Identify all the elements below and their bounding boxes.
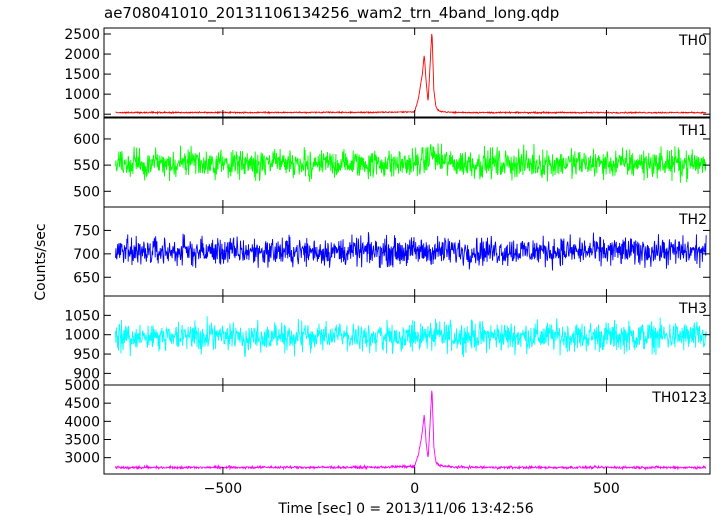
panel-frame [103,384,711,475]
y-tick-label: 950 [73,347,100,363]
panel-name: TH0 [678,33,707,49]
panel-th3: 900 950 1000 1050 TH3 [64,295,711,386]
y-tick-label: 700 [73,247,100,263]
panel-name: TH1 [678,123,707,139]
panel-th2: 650 700 750 TH2 [73,206,711,297]
y-tick-label: 1050 [64,308,100,324]
y-tick-label: 900 [73,366,100,382]
panel-th0123: 3000 3500 4000 4500 5000 TH0123 [64,378,711,475]
y-axis-label: Counts/sec [33,223,49,300]
y-tick-label: 650 [73,270,100,286]
series-trace-th0123 [115,390,707,471]
series-trace-th2 [115,232,707,271]
panels-layer: 500 1000 1500 2000 2500 TH0 500 550 600 TH1 650 700… [64,27,711,497]
y-tick-label: 600 [73,132,100,148]
y-tick-label: 3500 [64,432,100,448]
series-trace-th1 [115,143,707,183]
x-axis-label: Time [sec] 0 = 2013/11/06 13:42:56 [277,501,533,516]
y-tick-label: 4000 [64,414,100,430]
panel-th0: 500 1000 1500 2000 2500 TH0 [64,27,711,123]
panel-th1: 500 550 600 TH1 [73,117,711,208]
x-tick-label: 0 [410,481,419,497]
y-tick-label: 4500 [64,396,100,412]
y-tick-label: 1000 [64,87,100,103]
y-tick-label: 2000 [64,47,100,63]
panel-name: TH2 [678,212,707,228]
panel-frame [103,27,711,118]
y-tick-label: 550 [73,158,100,174]
y-tick-label: 3000 [64,451,100,467]
series-trace-th3 [115,316,707,358]
y-tick-label: 500 [73,107,100,123]
chart-title: ae708041010_20131106134256_wam2_trn_4ban… [104,4,559,23]
y-tick-label: 500 [73,184,100,200]
y-tick-label: 1500 [64,67,100,83]
y-tick-label: 5000 [64,378,100,394]
y-tick-label: 1000 [64,328,100,344]
x-tick-label: 500 [593,481,620,497]
y-tick-label: 2500 [64,27,100,43]
panel-name: TH3 [678,301,707,317]
x-tick-label: −500 [204,481,242,497]
panel-name: TH0123 [651,390,707,406]
y-tick-label: 750 [73,223,100,239]
series-trace-th0 [115,33,707,115]
